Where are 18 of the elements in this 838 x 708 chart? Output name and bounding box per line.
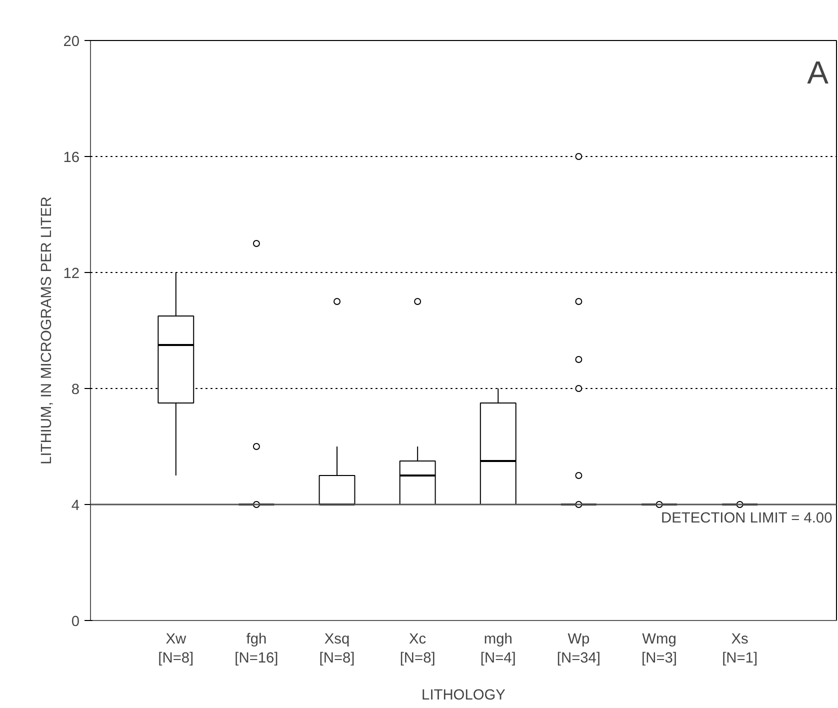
y-tick-label: 8 [71, 382, 80, 398]
y-tick-label: 4 [71, 498, 80, 514]
x-tick-label: mgh [N=4] [480, 632, 516, 667]
x-tick-label: Xsq [N=8] [319, 632, 355, 667]
x-axis-title: LITHOLOGY [422, 688, 506, 704]
x-tick-label: Xs [N=1] [722, 632, 758, 667]
y-tick-label: 16 [63, 150, 80, 166]
x-tick-label: fgh [N=16] [234, 632, 278, 667]
x-tick-label: Wp [N=34] [556, 632, 600, 667]
ref-line-label: DETECTION LIMIT = 4.00 [661, 510, 832, 526]
y-tick-label: 12 [63, 266, 80, 282]
x-tick-label: Xw [N=8] [158, 632, 194, 667]
y-tick-label: 0 [71, 614, 80, 630]
x-tick-label: Wmg [N=3] [642, 632, 677, 667]
annotation: A [807, 54, 830, 90]
y-axis-title: LITHIUM, IN MICROGRAMS PER LITER [39, 196, 56, 464]
y-tick-label: 20 [63, 34, 80, 50]
x-tick-label: Xc [N=8] [400, 632, 436, 667]
